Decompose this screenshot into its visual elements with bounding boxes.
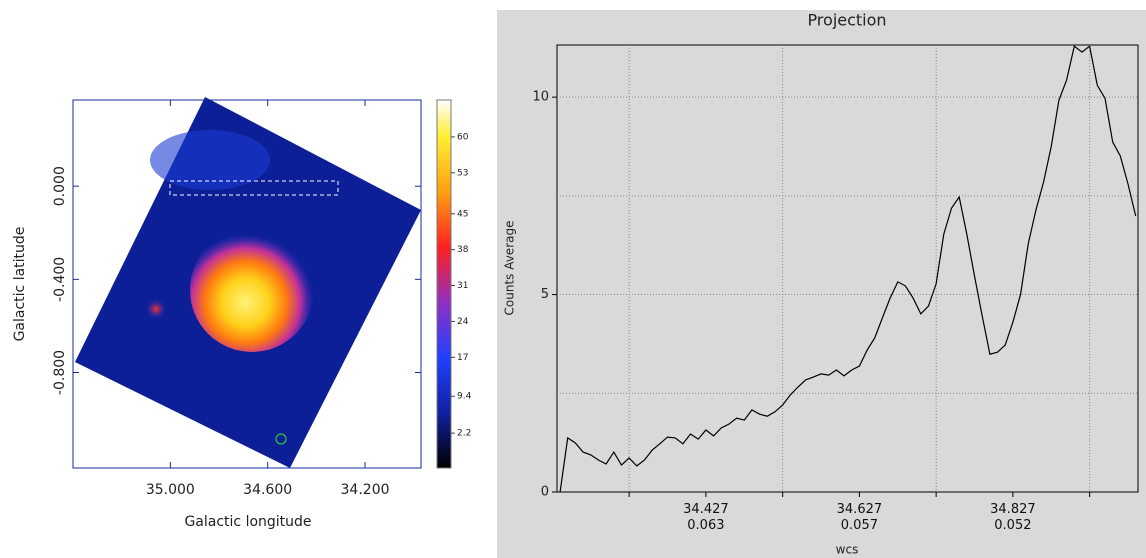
image-feature <box>190 228 314 352</box>
y-tick-label: -0.800 <box>52 350 68 395</box>
colorbar-tick-label: 24 <box>457 317 469 327</box>
y-tick-label: 10 <box>532 90 549 105</box>
image-feature <box>146 299 166 319</box>
x-tick-label: 34.600 <box>243 482 292 498</box>
colorbar-tick-label: 60 <box>457 132 469 142</box>
data-line <box>559 45 1137 493</box>
colorbar-tick-label: 53 <box>457 168 468 178</box>
chart-title: Projection <box>807 11 886 30</box>
x-axis-title: Galactic longitude <box>184 514 311 530</box>
y-tick-label: 0.000 <box>52 166 68 206</box>
y-tick-label: 5 <box>541 287 549 302</box>
plot-frame <box>556 44 1139 493</box>
y-tick-label: -0.400 <box>52 257 68 302</box>
x-tick-label: 34.627 0.057 <box>836 502 883 533</box>
colorbar-tick-label: 17 <box>457 353 468 363</box>
selection-region[interactable] <box>169 180 339 196</box>
image-feature <box>150 130 270 190</box>
y-tick-label: 0 <box>541 485 549 500</box>
x-axis-title: wcs <box>836 543 859 557</box>
y-axis-title: Counts Average <box>503 221 517 316</box>
colorbar-tick-label: 2.2 <box>457 429 471 439</box>
x-tick-label: 34.200 <box>341 482 390 498</box>
colorbar-tick-label: 45 <box>457 209 468 219</box>
y-axis-title: Galactic latitude <box>12 227 28 342</box>
colorbar-tick-label: 31 <box>457 281 468 291</box>
x-tick-label: 34.427 0.063 <box>683 502 729 533</box>
x-tick-label: 34.827 0.052 <box>990 502 1036 533</box>
plot-panel <box>497 10 1146 558</box>
image-frame <box>72 99 422 469</box>
colorbar-tick-label: 38 <box>457 245 469 255</box>
marker-region[interactable] <box>275 433 287 445</box>
colorbar-tick-label: 9.4 <box>457 392 472 402</box>
x-tick-label: 35.000 <box>146 482 195 498</box>
colorbar <box>436 99 452 469</box>
